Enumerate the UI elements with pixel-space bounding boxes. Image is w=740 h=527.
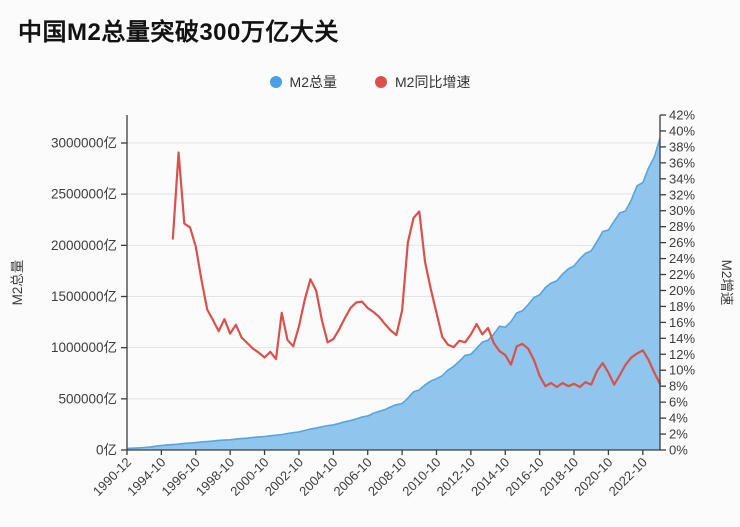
svg-text:18%: 18% [669, 299, 695, 314]
legend-marker-m2-growth-icon [375, 76, 387, 88]
svg-text:6%: 6% [669, 395, 688, 410]
svg-text:1000000亿: 1000000亿 [51, 340, 117, 355]
x-axis: 1990-121994-101996-101998-102000-102002-… [90, 449, 660, 499]
svg-text:1500000亿: 1500000亿 [51, 289, 117, 304]
svg-text:38%: 38% [669, 139, 695, 154]
series-m2-growth-line [171, 151, 662, 389]
svg-text:14%: 14% [669, 331, 695, 346]
svg-text:36%: 36% [669, 155, 695, 170]
series-m2-total-area [126, 137, 661, 450]
svg-text:2022-10: 2022-10 [606, 455, 650, 499]
svg-text:40%: 40% [669, 123, 695, 138]
svg-text:26%: 26% [669, 235, 695, 250]
m2-dual-axis-chart: 0亿 500000亿 1000000亿 1500000亿 2000000亿 2500000… [10, 108, 734, 499]
svg-text:12%: 12% [669, 347, 695, 362]
svg-text:2500000亿: 2500000亿 [51, 187, 117, 202]
svg-text:34%: 34% [669, 171, 695, 186]
svg-text:30%: 30% [669, 203, 695, 218]
y-axis-left: 0亿 500000亿 1000000亿 1500000亿 2000000亿 2500000… [10, 115, 128, 458]
legend: M2总量 M2同比增速 [0, 72, 740, 92]
svg-text:24%: 24% [669, 251, 695, 266]
svg-text:2%: 2% [669, 427, 688, 442]
y-axis-right: 0%2%4%6%8%10%12%14%16%18%20%22%24%26%28%… [659, 108, 734, 458]
svg-text:M2总量: M2总量 [10, 260, 25, 306]
legend-label-m2-total: M2总量 [289, 74, 337, 90]
svg-text:8%: 8% [669, 379, 688, 394]
svg-text:2000000亿: 2000000亿 [51, 238, 117, 253]
svg-text:22%: 22% [669, 267, 695, 282]
svg-text:M2增速: M2增速 [719, 260, 734, 306]
svg-text:20%: 20% [669, 283, 695, 298]
svg-text:42%: 42% [669, 108, 695, 123]
legend-marker-m2-total-icon [269, 76, 282, 88]
legend-label-m2-growth: M2同比增速 [395, 74, 471, 90]
page-title: 中国M2总量突破300万亿大关 [18, 19, 339, 46]
svg-text:16%: 16% [669, 315, 695, 330]
svg-text:3000000亿: 3000000亿 [51, 136, 117, 151]
svg-text:500000亿: 500000亿 [58, 391, 117, 406]
svg-text:10%: 10% [669, 363, 695, 378]
legend-item-m2-total[interactable]: M2总量 [269, 72, 337, 92]
svg-text:28%: 28% [669, 219, 695, 234]
svg-text:4%: 4% [669, 411, 688, 426]
legend-item-m2-growth[interactable]: M2同比增速 [375, 72, 470, 92]
svg-text:32%: 32% [669, 187, 695, 202]
svg-text:0%: 0% [669, 443, 688, 458]
svg-text:0亿: 0亿 [96, 443, 117, 458]
